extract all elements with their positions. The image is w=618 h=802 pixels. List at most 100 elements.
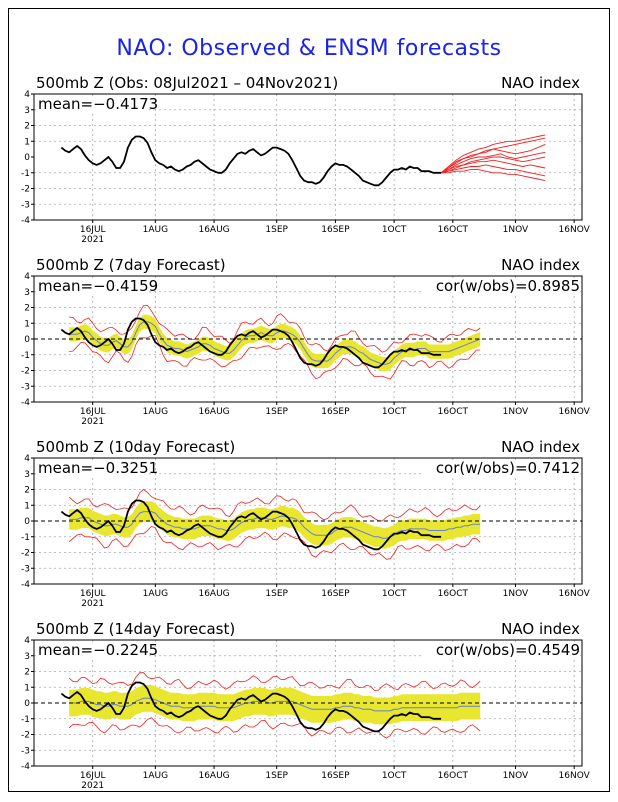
y-tick-label: -1 xyxy=(21,351,30,361)
y-tick-label: 3 xyxy=(24,652,30,662)
y-tick-label: 0 xyxy=(24,335,30,345)
y-tick-label: -4 xyxy=(21,762,30,772)
mean-label-box xyxy=(36,96,148,112)
x-tick-label: 16NOV xyxy=(559,589,591,599)
panel-observed: 500mb Z (Obs: 08Jul2021 – 04Nov2021) NAO … xyxy=(21,74,591,245)
y-tick-label: 1 xyxy=(24,319,30,329)
cor-label: cor(w/obs)=0.4549 xyxy=(436,641,580,659)
y-tick-label: 1 xyxy=(24,683,30,693)
panel-right-label: NAO index xyxy=(501,438,580,456)
x-tick-label: 1OCT xyxy=(382,407,407,417)
y-tick-label: 2 xyxy=(24,304,30,314)
ensemble-envelope-upper xyxy=(69,304,481,353)
observed-line xyxy=(60,681,442,733)
y-tick-label: 4 xyxy=(24,454,30,464)
forecast-member-line xyxy=(440,156,546,174)
y-tick-label: 0 xyxy=(24,153,30,163)
forecast-member-line xyxy=(441,164,546,177)
panel-title: 500mb Z (Obs: 08Jul2021 – 04Nov2021) xyxy=(36,74,338,92)
mean-label-box xyxy=(36,642,148,658)
ensemble-envelope-upper xyxy=(68,672,481,691)
ensemble-spread-band xyxy=(69,314,481,372)
x-tick-label: 16SEP xyxy=(321,771,350,781)
observed-line xyxy=(60,317,442,369)
x-tick-label: 16NOV xyxy=(559,407,591,417)
y-tick-label: 3 xyxy=(24,288,30,298)
y-tick-label: -2 xyxy=(21,185,30,195)
cor-label: cor(w/obs)=0.8985 xyxy=(436,277,580,295)
panel-title: 500mb Z (7day Forecast) xyxy=(36,256,226,274)
x-year-label: 2021 xyxy=(81,599,104,609)
panel-7day-forecast: 500mb Z (7day Forecast) NAO index 4 3 2 1 0 -1 -… xyxy=(21,256,591,427)
x-tick-label: 1OCT xyxy=(382,589,407,599)
mean-label: mean=−0.2245 xyxy=(38,641,158,659)
x-tick-label: 1NOV xyxy=(503,771,529,781)
x-year-label: 2021 xyxy=(81,781,104,791)
mean-label: mean=−0.4159 xyxy=(38,277,158,295)
x-tick-label: 16JUL xyxy=(80,589,106,599)
x-tick-label: 1SEP xyxy=(265,589,288,599)
ensemble-envelope-lower xyxy=(69,335,481,380)
y-tick-label: -2 xyxy=(21,731,30,741)
x-tick-label: 16AUG xyxy=(198,771,229,781)
x-tick-label: 1NOV xyxy=(503,407,529,417)
y-tick-label: 3 xyxy=(24,106,30,116)
y-tick-label: -1 xyxy=(21,715,30,725)
x-tick-label: 16SEP xyxy=(321,225,350,235)
panel-title: 500mb Z (10day Forecast) xyxy=(36,438,235,456)
observed-line xyxy=(60,135,442,187)
x-tick-label: 16AUG xyxy=(198,225,229,235)
x-tick-label: 16NOV xyxy=(559,771,591,781)
ensemble-envelope-upper xyxy=(68,488,481,522)
x-tick-label: 1NOV xyxy=(503,225,529,235)
panel-title: 500mb Z (14day Forecast) xyxy=(36,620,235,638)
x-tick-label: 16NOV xyxy=(559,225,591,235)
y-tick-label: 2 xyxy=(24,122,30,132)
y-tick-label: 3 xyxy=(24,470,30,480)
x-tick-label: 1OCT xyxy=(382,771,407,781)
y-tick-label: 1 xyxy=(24,137,30,147)
y-tick-label: 4 xyxy=(24,90,30,100)
panel-10day-forecast: 500mb Z (10day Forecast) NAO index 4 3 2 1 0 -1… xyxy=(21,438,591,609)
ensemble-envelope-lower xyxy=(68,717,481,739)
panel-14day-forecast: 500mb Z (14day Forecast) NAO index 4 3 2 1 0 -1… xyxy=(21,620,591,791)
x-tick-label: 16SEP xyxy=(321,589,350,599)
y-tick-label: -3 xyxy=(21,200,30,210)
observed-line xyxy=(60,499,442,551)
x-tick-label: 16AUG xyxy=(198,407,229,417)
x-tick-label: 16OCT xyxy=(438,225,469,235)
x-tick-label: 1SEP xyxy=(265,225,288,235)
cor-label: cor(w/obs)=0.7412 xyxy=(436,459,580,477)
cor-label-box xyxy=(422,278,580,294)
x-tick-label: 16OCT xyxy=(438,407,469,417)
ensemble-spread-band xyxy=(69,684,481,725)
y-tick-label: -3 xyxy=(21,746,30,756)
cor-label-box xyxy=(422,460,580,476)
y-tick-label: -3 xyxy=(21,382,30,392)
y-tick-label: -2 xyxy=(21,367,30,377)
x-tick-label: 1AUG xyxy=(143,589,168,599)
panel-right-label: NAO index xyxy=(501,74,580,92)
y-tick-label: 2 xyxy=(24,668,30,678)
x-tick-label: 1AUG xyxy=(143,225,168,235)
x-tick-label: 1SEP xyxy=(265,407,288,417)
page-title: NAO: Observed & ENSM forecasts xyxy=(116,36,502,61)
forecast-member-line xyxy=(440,151,546,174)
forecast-member-line xyxy=(441,159,546,174)
ensemble-mean-line xyxy=(69,697,481,712)
panel-right-label: NAO index xyxy=(501,256,580,274)
chart-frame xyxy=(8,8,610,792)
y-tick-label: 0 xyxy=(24,517,30,527)
ensemble-mean-line xyxy=(69,511,481,539)
x-tick-label: 16OCT xyxy=(438,589,469,599)
y-tick-label: -4 xyxy=(21,580,30,590)
y-tick-label: 4 xyxy=(24,272,30,282)
y-tick-label: 0 xyxy=(24,699,30,709)
x-tick-label: 16OCT xyxy=(438,771,469,781)
x-tick-label: 16AUG xyxy=(198,589,229,599)
x-tick-label: 1AUG xyxy=(143,771,168,781)
mean-label-box xyxy=(36,460,148,476)
y-tick-label: -2 xyxy=(21,549,30,559)
x-tick-label: 16JUL xyxy=(80,771,106,781)
forecast-member-line xyxy=(440,143,546,174)
